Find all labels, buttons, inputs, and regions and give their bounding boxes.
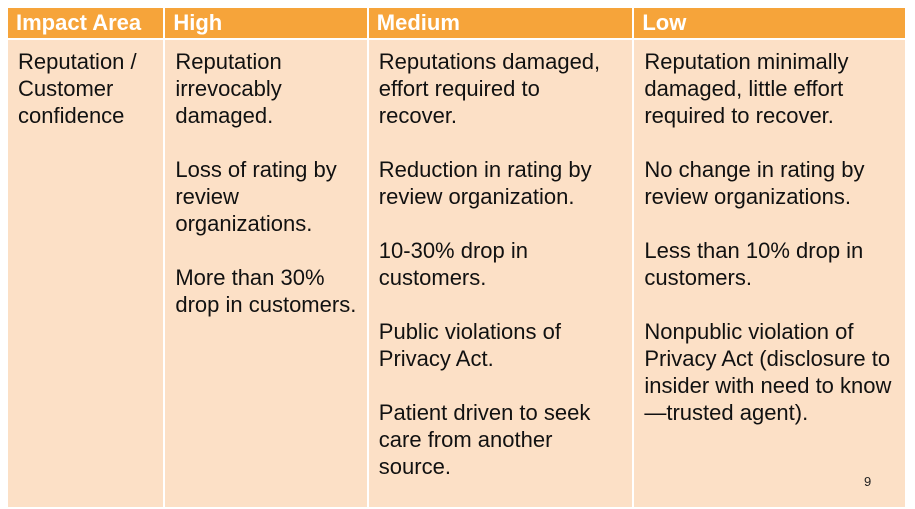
table-cell: Reputation irrevocably damaged. Loss of r…	[165, 40, 367, 507]
cell-paragraph: Public violations of Privacy Act.	[378, 319, 561, 371]
table-body: Reputation / Customer confidence Reputati…	[8, 40, 905, 507]
cell-paragraph: Reduction in rating by review organizati…	[378, 157, 592, 209]
cell-paragraph: Reputation / Customer confidence	[18, 49, 137, 128]
header-cell: Low	[634, 8, 905, 38]
table-cell: Reputation minimally damaged, little eff…	[634, 40, 905, 507]
cell-paragraph: No change in rating by review organizati…	[644, 157, 865, 209]
header-row: Impact Area High Medium Low	[8, 8, 905, 38]
header-cell: Medium	[368, 8, 633, 38]
cell-paragraph: Reputation minimally damaged, little eff…	[644, 49, 849, 128]
table-cell: Reputations damaged, effort required to …	[368, 40, 633, 507]
cell-paragraph: Nonpublic violation of Privacy Act (disc…	[644, 319, 892, 425]
table-row: Reputation / Customer confidence Reputati…	[8, 40, 905, 507]
cell-paragraph: Loss of rating by review organizations.	[175, 157, 337, 236]
cell-paragraph: Reputations damaged, effort required to …	[378, 49, 601, 128]
header-cell: Impact Area	[8, 8, 164, 38]
cell-paragraph: More than 30% drop in customers.	[175, 265, 357, 317]
cell-paragraph: Patient driven to seek care from another…	[378, 400, 591, 479]
cell-paragraph: 10-30% drop in customers.	[378, 238, 528, 290]
page-number: 9	[864, 474, 872, 489]
cell-paragraph: Less than 10% drop in customers.	[644, 238, 864, 290]
table-cell: Reputation / Customer confidence	[8, 40, 164, 507]
header-cell: High	[165, 8, 367, 38]
cell-paragraph: Reputation irrevocably damaged.	[175, 49, 282, 128]
impact-table: Impact Area High Medium Low Reputation / Cu…	[6, 6, 907, 509]
